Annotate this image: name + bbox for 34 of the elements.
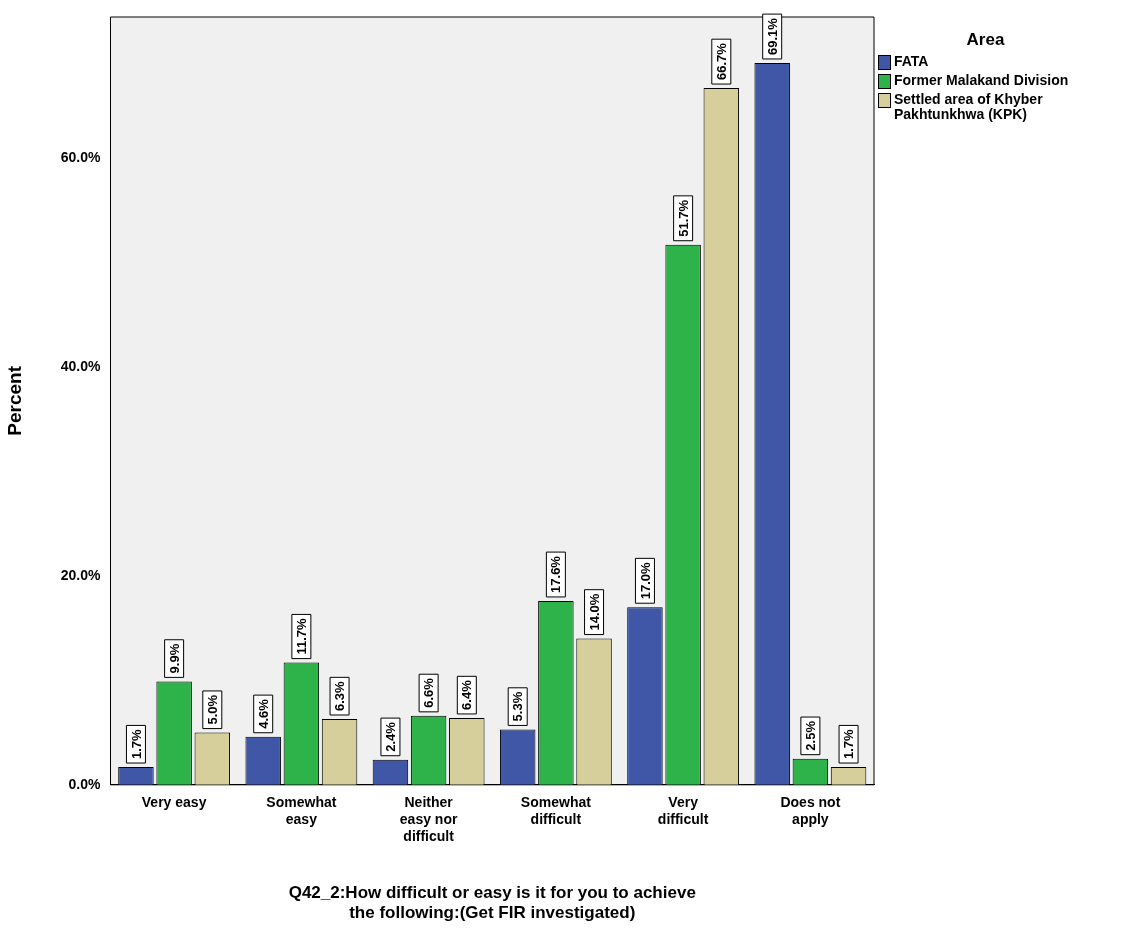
x-tick-label: Neither easy nor difficult [399,794,458,844]
data-label: 6.4% [459,679,475,710]
data-label: 5.3% [510,691,526,722]
data-label: 6.3% [332,680,348,711]
data-label: 2.4% [383,721,399,752]
y-tick-label: 40.0% [60,357,102,374]
x-tick-label: Very easy [141,794,207,811]
data-label: 9.9% [166,643,182,674]
data-label: 14.0% [586,593,602,631]
data-label: 5.0% [204,694,220,725]
data-label: 69.1% [764,17,780,55]
x-tick-label: Somewhat easy [266,794,337,827]
data-label: 11.7% [293,617,309,655]
y-tick-label: 20.0% [60,566,102,583]
legend-title: Area [965,30,1006,50]
legend-label: Former Malakand Division [894,72,1070,88]
x-tick-label: Somewhat difficult [520,794,592,827]
data-label: 51.7% [675,199,691,237]
legend-label: FATA [894,53,930,69]
y-axis-title: Percent [3,365,25,436]
data-label: 4.6% [255,698,271,729]
data-label: 1.7% [841,728,857,760]
data-label: 6.6% [421,677,437,708]
data-label: 66.7% [713,42,729,81]
data-label: 17.6% [548,555,564,593]
data-label: 17.0% [637,561,653,600]
legend-label: Settled area of Khyber Pakhtunkhwa (KPK) [894,91,1044,122]
data-label: 2.5% [802,720,818,751]
data-label: 1.7% [128,728,144,760]
x-tick-label: Very difficult [657,794,709,827]
y-tick-label: 0.0% [68,775,102,792]
y-tick-label: 60.0% [60,148,102,165]
x-axis-title: Q42_2:How difficult or easy is it for you to achieve the following:(Get FIR investigated) [288,883,696,923]
x-tick-label: Does not apply [780,794,841,827]
